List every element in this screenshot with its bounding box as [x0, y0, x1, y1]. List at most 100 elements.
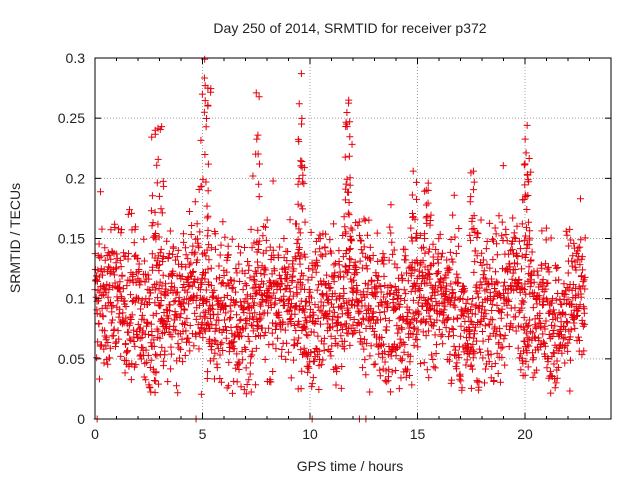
data-point — [527, 279, 535, 287]
data-point — [539, 301, 547, 309]
data-point — [240, 309, 248, 317]
data-point — [155, 267, 163, 275]
data-point — [319, 302, 327, 310]
chart-title: Day 250 of 2014, SRMTID for receiver p37… — [213, 20, 486, 36]
data-point — [272, 345, 280, 353]
data-point — [401, 341, 409, 349]
data-point — [200, 74, 208, 82]
data-point — [519, 359, 527, 367]
data-point — [414, 299, 422, 307]
data-point — [546, 367, 554, 375]
data-point — [320, 334, 328, 342]
data-point — [549, 349, 557, 357]
data-point — [376, 372, 384, 380]
data-point — [524, 321, 532, 329]
data-point — [337, 384, 345, 392]
data-point — [446, 248, 454, 256]
data-point — [156, 278, 164, 286]
data-point — [490, 376, 498, 384]
data-point — [393, 264, 401, 272]
data-point — [358, 340, 366, 348]
data-point — [299, 272, 307, 280]
data-point — [130, 326, 138, 334]
data-point — [474, 293, 482, 301]
data-point — [157, 289, 165, 297]
data-point — [560, 280, 568, 288]
data-point — [455, 242, 463, 250]
data-point — [151, 254, 159, 262]
data-point — [405, 324, 413, 332]
data-point — [198, 250, 206, 258]
data-point — [479, 354, 487, 362]
data-point — [520, 314, 528, 322]
data-point — [492, 278, 500, 286]
data-point — [166, 227, 174, 235]
y-axis-label: SRMTID / TECUs — [7, 183, 23, 293]
data-point — [245, 262, 253, 270]
data-point — [260, 271, 268, 279]
data-point — [268, 319, 276, 327]
data-point — [285, 295, 293, 303]
data-point — [223, 268, 231, 276]
data-point — [230, 277, 238, 285]
data-point — [214, 345, 222, 353]
data-point — [143, 358, 151, 366]
data-point — [212, 245, 220, 253]
data-point — [174, 340, 182, 348]
data-point — [354, 221, 362, 229]
data-point — [112, 264, 120, 272]
data-point — [174, 288, 182, 296]
data-point — [484, 347, 492, 355]
data-point — [469, 347, 477, 355]
data-point — [169, 267, 177, 275]
data-point — [507, 320, 515, 328]
data-point — [478, 327, 486, 335]
data-point — [150, 342, 158, 350]
data-point — [346, 174, 354, 182]
data-point — [360, 335, 368, 343]
data-point — [190, 250, 198, 258]
data-point — [120, 319, 128, 327]
data-point — [269, 246, 277, 254]
data-point — [221, 233, 229, 241]
data-point — [225, 358, 233, 366]
data-point — [349, 285, 357, 293]
data-point — [99, 313, 107, 321]
data-point — [217, 241, 225, 249]
data-point — [287, 320, 295, 328]
data-point — [342, 228, 350, 236]
data-point — [576, 261, 584, 269]
data-point — [232, 323, 240, 331]
data-point — [126, 206, 134, 214]
data-point — [236, 278, 244, 286]
data-point — [229, 338, 237, 346]
data-point — [350, 276, 358, 284]
data-point — [211, 349, 219, 357]
data-point — [547, 372, 555, 380]
data-point — [101, 256, 109, 264]
data-point — [247, 388, 255, 396]
data-point — [121, 297, 129, 305]
data-point — [156, 261, 164, 269]
data-point — [503, 301, 511, 309]
data-point — [356, 328, 364, 336]
data-point — [233, 350, 241, 358]
data-point — [126, 319, 134, 327]
data-point — [203, 374, 211, 382]
data-point — [224, 251, 232, 259]
data-point — [531, 333, 539, 341]
data-point — [207, 282, 215, 290]
data-point — [149, 266, 157, 274]
data-point — [537, 323, 545, 331]
data-point — [105, 251, 113, 259]
data-point — [280, 234, 288, 242]
data-point — [230, 377, 238, 385]
data-point — [494, 369, 502, 377]
data-point — [355, 309, 363, 317]
data-point — [410, 341, 418, 349]
data-point — [330, 278, 338, 286]
data-point — [114, 297, 122, 305]
data-point — [137, 305, 145, 313]
data-point — [389, 250, 397, 258]
data-point — [363, 339, 371, 347]
